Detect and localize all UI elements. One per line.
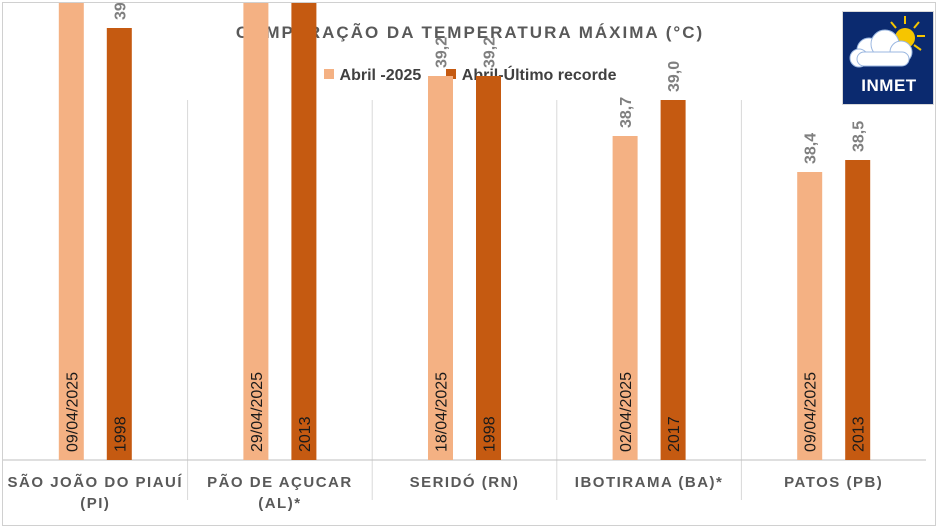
bar-inner-label: 09/04/2025: [64, 372, 81, 452]
bar-inner-label: 18/04/2025: [434, 372, 451, 452]
bar-inner-label: 1998: [482, 416, 499, 452]
logo-text: INMET: [861, 76, 917, 95]
bar-inner-label: 2013: [851, 416, 868, 452]
category-label: PÃO DE AÇUCAR: [207, 473, 353, 491]
bar-series-2: [476, 76, 501, 460]
category-label: SERIDÓ (RN): [410, 473, 520, 491]
category-label: PATOS (PB): [784, 474, 883, 491]
bar-inner-label: 02/04/2025: [618, 372, 635, 452]
bar-inner-label: 2013: [297, 416, 314, 452]
bar-series-1: [428, 76, 453, 460]
cloud-sun-icon: [849, 16, 925, 68]
legend-item-series-1: Abril -2025: [323, 67, 422, 85]
legend-label-series-1: Abril -2025: [339, 67, 422, 84]
bar-inner-label: 29/04/2025: [249, 372, 266, 452]
bar-series-2: [660, 100, 686, 460]
bar-series-1: [243, 3, 269, 460]
legend-swatch-series-1: [323, 69, 334, 79]
bar-inner-label: 09/04/2025: [803, 372, 820, 452]
bar-series-1: [797, 172, 823, 460]
data-label: 38,7: [618, 97, 635, 128]
legend-swatch-series-2: [445, 69, 456, 79]
data-label: 38,4: [803, 133, 820, 164]
bar-series-1: [58, 3, 84, 460]
chart-title: COMPARAÇÃO DA TEMPERATURA MÁXIMA (°C): [235, 23, 705, 42]
data-label: 39,2: [482, 37, 499, 68]
inmet-logo: INMET: [842, 11, 934, 105]
data-label: 39,2: [434, 37, 451, 68]
category-label: (PI): [80, 495, 110, 512]
data-label: 39,6: [112, 3, 129, 20]
bar-series-1: [612, 136, 638, 460]
bar-series-2: [845, 160, 871, 460]
bar-series-2: [106, 28, 132, 460]
data-label: 38,5: [851, 121, 868, 152]
bar-inner-label: 2017: [666, 416, 683, 452]
category-label: SÃO JOÃO DO PIAUÍ: [8, 473, 184, 491]
bar-inner-label: 1998: [112, 416, 129, 452]
category-label: (AL)*: [258, 495, 301, 512]
category-label: IBOTIRAMA (BA)*: [575, 474, 724, 491]
bar-series-2: [291, 3, 317, 460]
data-label: 39,0: [666, 61, 683, 92]
